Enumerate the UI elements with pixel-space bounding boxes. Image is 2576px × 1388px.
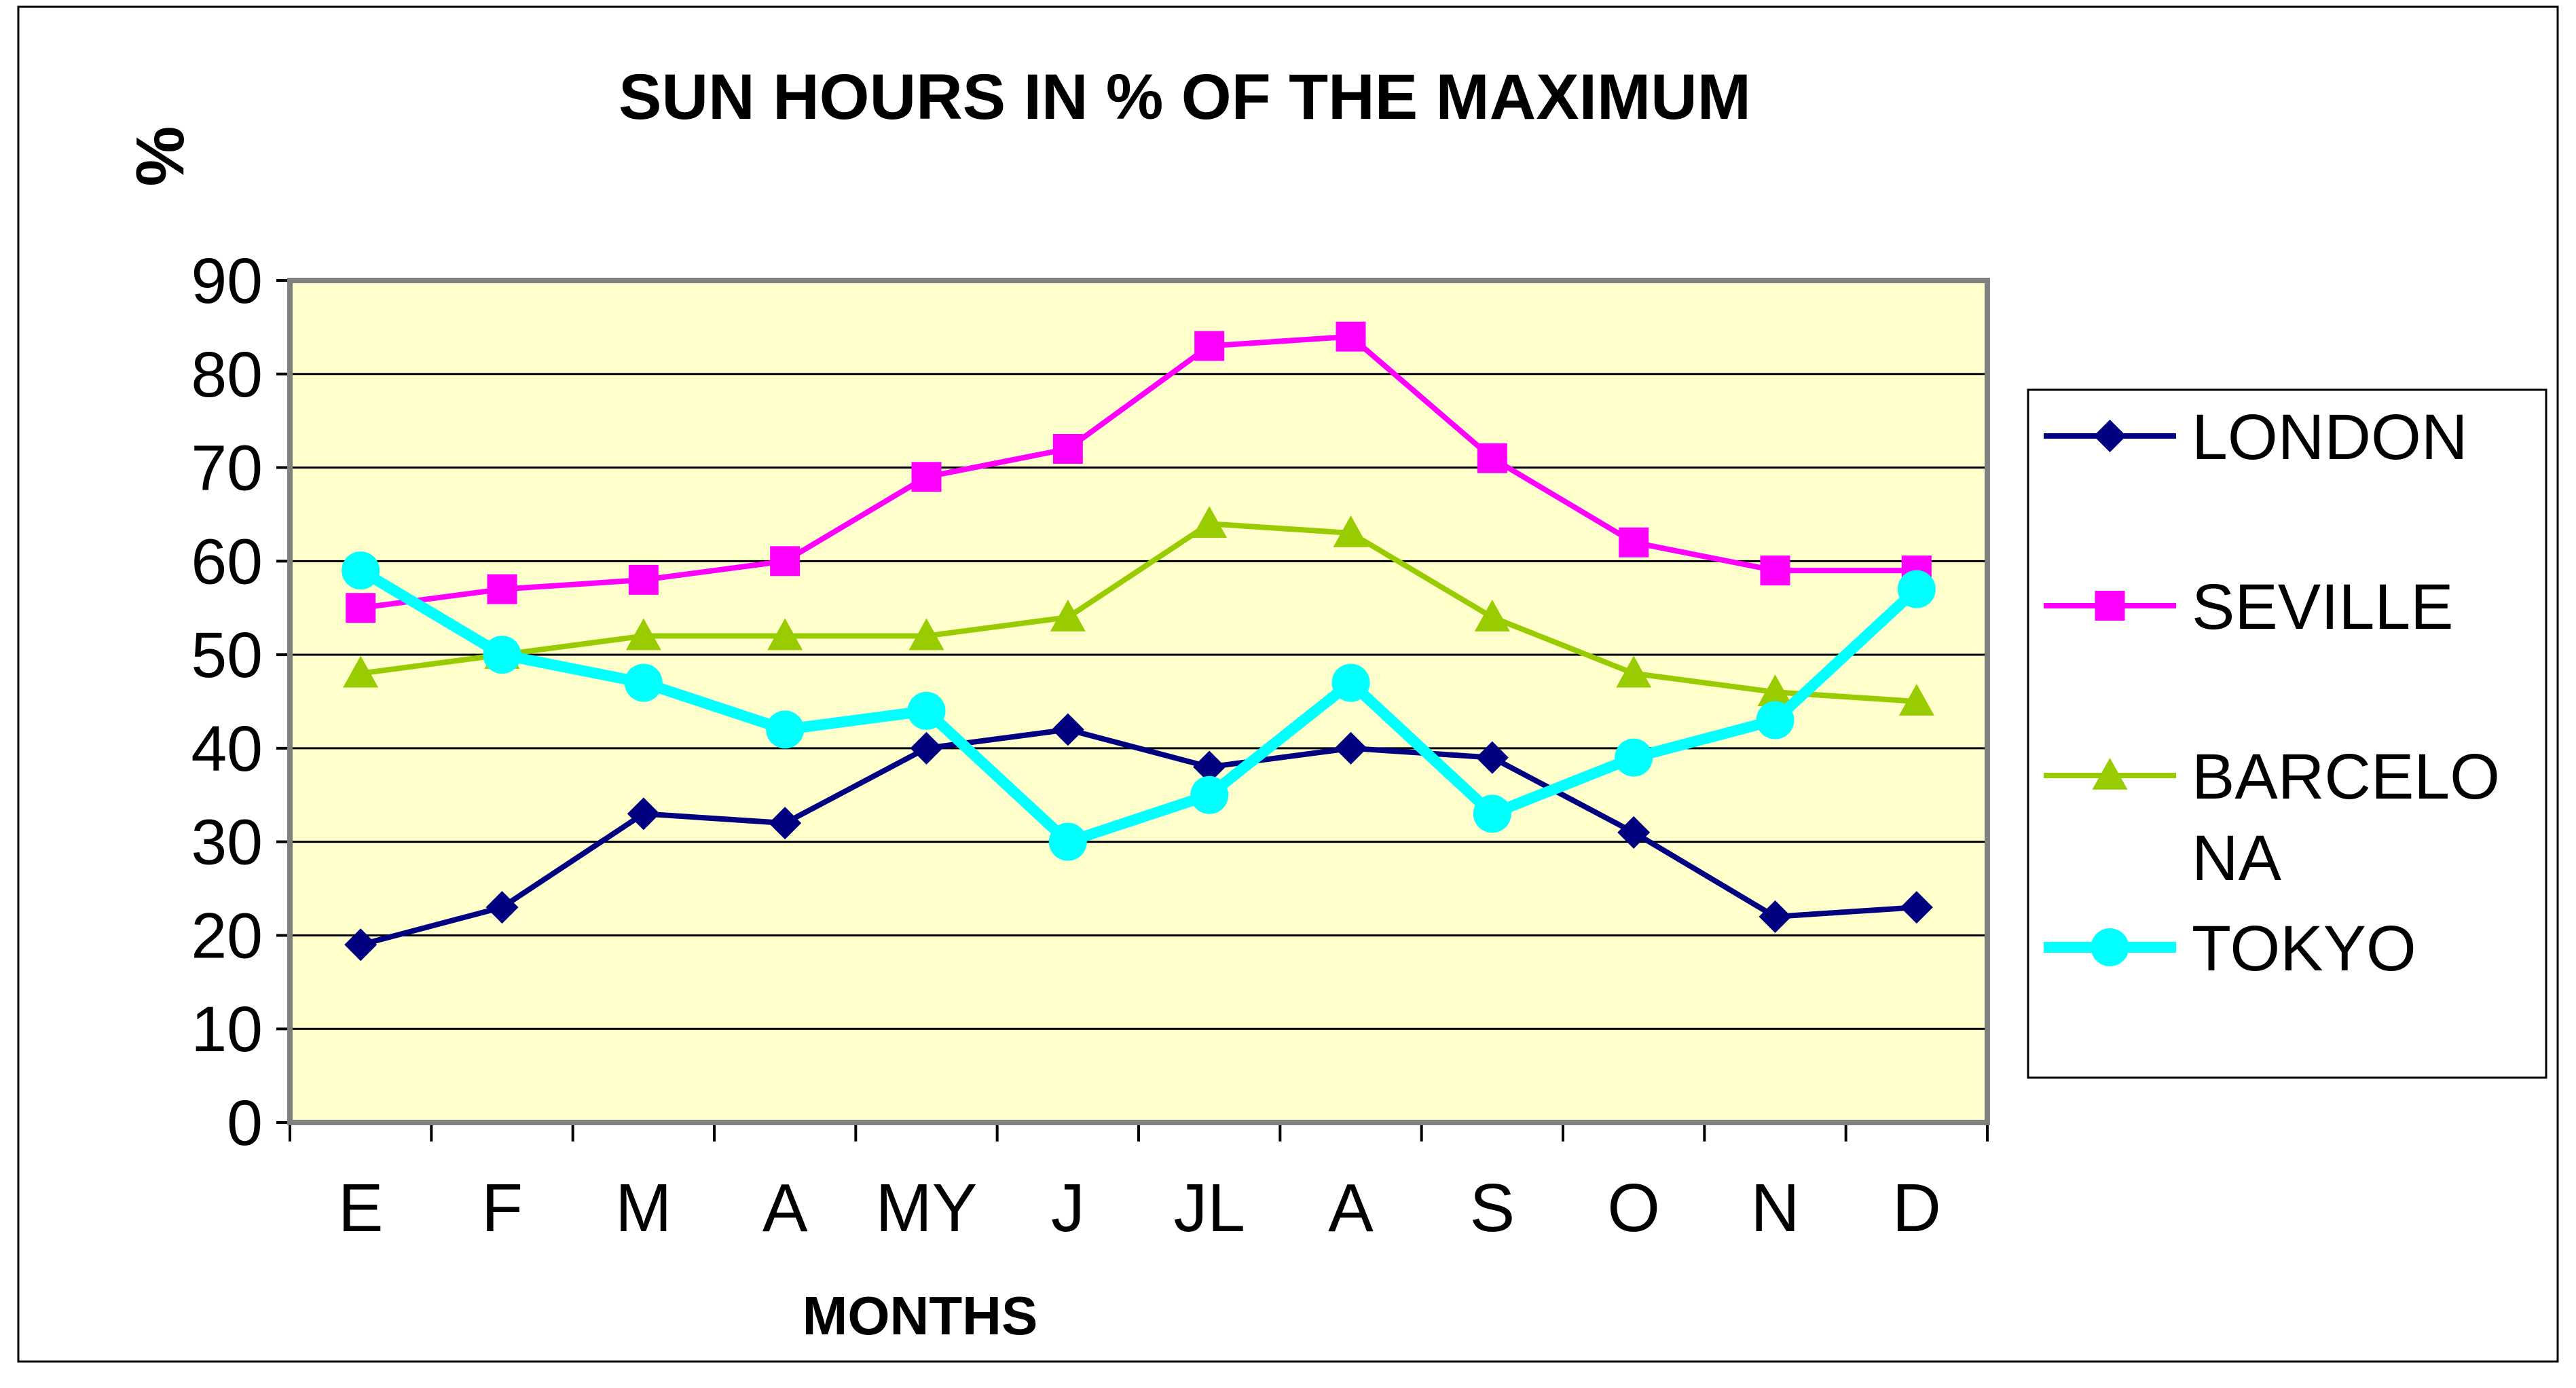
legend: LONDON SEVILLE BARCELO NA TOKYO [2027, 388, 2547, 1079]
legend-swatch-marker [2093, 420, 2127, 452]
y-tick-label: 90 [191, 245, 263, 317]
series-seville [346, 321, 1932, 623]
data-point [1759, 900, 1792, 933]
y-tick-label: 30 [191, 807, 263, 879]
x-tick-label: F [481, 1170, 523, 1246]
data-point [910, 731, 943, 765]
data-point [766, 710, 805, 749]
x-axis-label: MONTHS [803, 1285, 1038, 1346]
data-point [1897, 570, 1936, 608]
data-point [483, 636, 521, 674]
data-point [1048, 822, 1087, 861]
data-point [1619, 527, 1649, 558]
x-tick-label: J [1051, 1170, 1085, 1246]
legend-item: TOKYO [2044, 913, 2416, 985]
data-point [628, 564, 659, 595]
data-point [1474, 600, 1510, 632]
data-point [1334, 731, 1367, 765]
data-point [1616, 655, 1652, 688]
data-point [343, 655, 379, 688]
data-point [1194, 331, 1225, 361]
data-point [911, 462, 942, 492]
x-tick-label: S [1469, 1170, 1515, 1246]
data-point [767, 618, 803, 651]
data-point [1756, 701, 1795, 739]
legend-swatch-marker [2092, 758, 2128, 790]
data-point [625, 618, 661, 651]
series-london [344, 713, 1933, 962]
data-point [624, 663, 663, 702]
data-point [1617, 816, 1651, 849]
data-point [908, 618, 944, 651]
x-tick-label: E [338, 1170, 384, 1246]
y-tick-label: 50 [191, 619, 263, 691]
legend-swatch-marker [2095, 591, 2125, 621]
data-point [344, 928, 378, 962]
y-tick-label: 70 [191, 433, 263, 505]
data-point [1473, 795, 1511, 833]
data-point [1192, 506, 1228, 538]
data-point [770, 546, 801, 577]
plot-area [290, 280, 1987, 1122]
y-axis: 0 10 20 30 40 50 60 70 80 90 [191, 245, 290, 1159]
data-point [487, 574, 517, 604]
data-point [1615, 738, 1653, 777]
x-tick-label: D [1892, 1170, 1941, 1246]
data-point [1760, 555, 1790, 586]
data-point [346, 593, 376, 623]
series-layer [342, 321, 1936, 962]
data-point [1052, 434, 1083, 464]
data-point [485, 891, 519, 924]
data-point [1193, 750, 1226, 784]
data-point [1900, 891, 1933, 924]
legend-item: LONDON [2044, 401, 2467, 473]
series-line [360, 521, 1917, 704]
x-tick-label: A [762, 1170, 808, 1246]
y-tick-label: 80 [191, 339, 263, 411]
data-point [769, 807, 802, 840]
x-tick-label: A [1328, 1170, 1374, 1246]
x-tick-label: N [1750, 1170, 1799, 1246]
data-point [1333, 515, 1369, 547]
x-tick-label: O [1607, 1170, 1660, 1246]
y-tick-label: 10 [191, 993, 263, 1065]
y-tick-label: 60 [191, 526, 263, 598]
chart-title: SUN HOURS IN % OF THE MAXIMUM [619, 61, 1751, 133]
y-axis-label: % [122, 126, 198, 187]
y-tick-label: 0 [227, 1087, 263, 1159]
series-line [360, 727, 1917, 948]
y-tick-label: 20 [191, 900, 263, 972]
data-point [1190, 775, 1229, 814]
legend-label: BARCELO NA [2192, 741, 2500, 894]
series-line [358, 566, 1921, 847]
x-tick-label: JL [1173, 1170, 1245, 1246]
data-point [1477, 443, 1507, 473]
legend-label: TOKYO [2192, 913, 2416, 985]
data-point [342, 551, 380, 590]
data-point [627, 797, 660, 830]
legend-swatch-marker [2091, 928, 2129, 966]
series-line [360, 333, 1917, 611]
legend-item: SEVILLE [2044, 571, 2454, 643]
data-point [1051, 713, 1084, 746]
data-point [1898, 684, 1934, 716]
data-point [1331, 663, 1370, 702]
data-point [907, 691, 946, 730]
series-tokyo [342, 551, 1936, 861]
gridlines [290, 373, 1987, 1030]
x-axis: E F M A MY J JL A S O N D [289, 1122, 1989, 1246]
data-point [1757, 674, 1793, 707]
y-tick-label: 40 [191, 713, 263, 785]
x-tick-label: M [615, 1170, 671, 1246]
data-point [1475, 741, 1509, 774]
data-point [1050, 600, 1086, 632]
plot-frame [287, 278, 1990, 1125]
legend-label: LONDON [2192, 401, 2467, 473]
legend-item: BARCELO NA [2044, 741, 2500, 894]
legend-label: SEVILLE [2192, 571, 2454, 643]
data-point [1336, 321, 1366, 352]
x-tick-label: MY [876, 1170, 978, 1246]
